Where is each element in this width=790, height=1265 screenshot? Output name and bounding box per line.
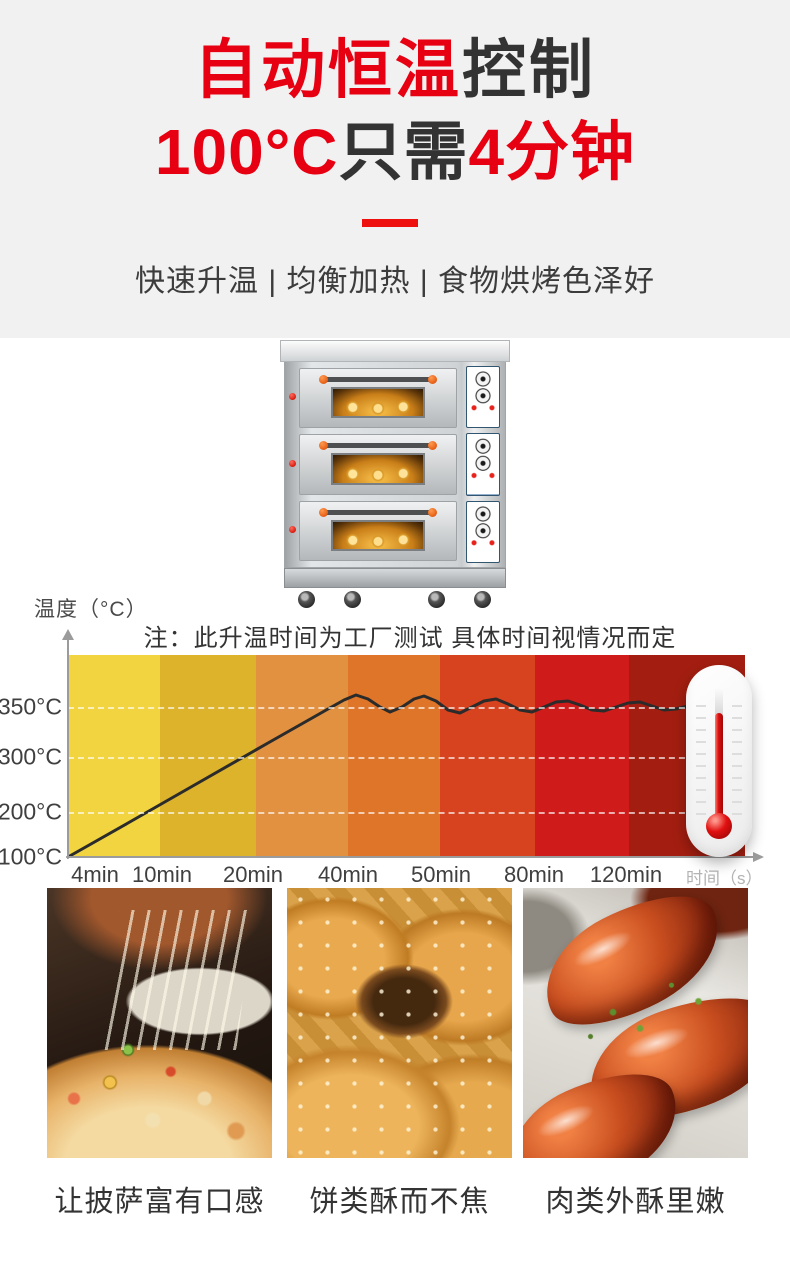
oven-decks [285,362,461,567]
x-tick-label: 40min [318,862,378,887]
thermometer-icon [686,665,752,857]
heat-band [255,655,348,857]
chart-gridline [68,757,745,759]
pastry-photo [287,888,512,1158]
oven-base [284,568,506,588]
food-caption: 让披萨富有口感 [54,1186,265,1218]
headline-line2: 100°C只需4分钟 [0,120,790,184]
y-tick-label: 300°C [0,743,62,770]
headline-red-text: 自动恒温 [194,34,462,106]
scallion-specks [523,888,748,1158]
food-figure-wings: 肉类外酥里嫩 [523,888,748,1218]
oven-body [284,362,506,568]
deck-window [331,519,425,551]
control-module [466,366,500,429]
headline2-dark-text: 只需 [338,116,469,188]
x-tick-label: 20min [223,862,283,887]
thermometer-scale [732,695,742,815]
heating-curve-line [66,693,715,859]
headline2-red-text2: 4分钟 [468,116,636,188]
temperature-curve [66,693,715,859]
thermometer-tube [715,687,723,717]
x-axis-arrow [753,852,764,862]
heat-band [68,655,160,857]
food-figure-pizza: 让披萨富有口感 [47,888,272,1218]
deck-window [331,453,425,485]
headline-line1: 自动恒温控制 [0,38,790,102]
y-axis [67,640,69,857]
chart-gridline [68,706,745,709]
food-figure-pastry: 饼类酥而不焦 [287,888,512,1218]
pizza-photo [47,888,272,1158]
oven-deck [289,368,457,429]
x-axis-ticks: 4min 10min 20min 40min 50min 80min 120min [68,862,745,890]
x-tick-label: 4min [71,862,119,887]
control-module [466,433,500,496]
indicator-light [289,526,296,534]
caster-wheel [344,591,361,608]
y-axis-arrow [62,629,74,640]
chart-y-axis-title: 温度（°C） [34,598,148,621]
deck-handle [318,507,438,517]
chart-x-axis-title: 时间（s） [686,869,763,888]
x-tick-label: 80min [504,862,564,887]
deck-window [331,387,425,419]
temperature-chart-plot [66,655,752,859]
food-caption: 肉类外酥里嫩 [545,1186,726,1218]
chart-note: 注：此升温时间为工厂测试 具体时间视情况而定 [143,625,677,652]
heat-band [534,655,629,857]
control-panel [461,362,505,567]
thermometer-bulb [706,813,732,839]
thermometer-scale [696,695,706,815]
chart-gridline [68,811,745,814]
oven-deck [289,434,457,495]
chicken-wings-photo [523,888,748,1158]
y-tick-label: 100°C [0,843,62,870]
heat-band [439,655,535,857]
x-tick-label: 120min [589,862,663,887]
heat-band [160,655,256,857]
x-axis [67,856,755,858]
oven-top-cap [280,340,510,362]
caster-wheel [298,591,315,608]
thermometer-mercury [715,713,723,821]
x-tick-label: 50min [411,862,471,887]
heat-band [347,655,440,857]
indicator-light [289,459,296,467]
food-caption: 饼类酥而不焦 [309,1186,490,1218]
deck-handle [318,441,438,451]
y-tick-label: 200°C [0,798,62,825]
headline-dark-text: 控制 [462,34,596,106]
headline2-red-text: 100°C [154,116,339,188]
y-tick-label: 350°C [0,693,62,720]
y-axis-ticks: 350°C 300°C 200°C 100°C [0,655,64,869]
caster-wheel [474,591,491,608]
control-module [466,500,500,563]
oven-product-image [280,340,510,608]
x-tick-label: 10min [132,862,192,887]
red-underline [362,219,418,227]
hero-subtitle: 快速升温 | 均衡加热 | 食物烘烤色泽好 [135,265,655,298]
caster-wheel [428,591,445,608]
deck-handle [318,375,438,384]
indicator-light [289,393,296,401]
hero-section: 自动恒温控制 100°C只需4分钟 快速升温 | 均衡加热 | 食物烘烤色泽好 [0,0,790,338]
oven-deck [289,500,457,561]
